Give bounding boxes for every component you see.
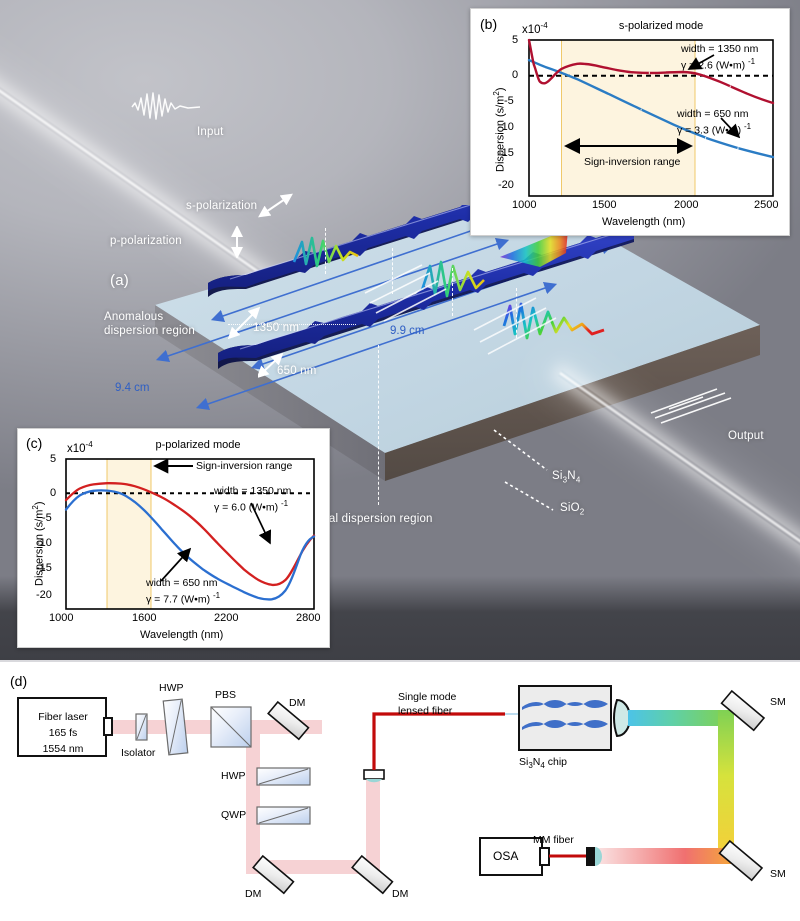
pulse-green-icon [292,236,359,268]
qwp-label: QWP [221,809,247,821]
panel-d-setup: (d) [0,662,800,921]
sm1-label: SM [770,696,786,708]
supercontinuum-spectrum-icon [500,229,568,267]
panel-d-optical-layout [17,685,766,895]
scatter-glow-1 [364,264,447,322]
length-9-9-cm-label: 9.9 cm [390,325,425,337]
panel-c-ytick-m20: -20 [36,589,52,601]
panel-c-xtick-1600: 1600 [132,612,157,624]
panel-b-xtick-2500: 2500 [754,199,779,211]
panel-b-xtick-2000: 2000 [674,199,699,211]
panel-c-y-exponent: x10-4 [67,440,93,455]
panel-c-xtick-2200: 2200 [214,612,239,624]
length-9-4-cm-label: 9.4 cm [115,382,150,394]
anomalous-dispersion-label: Anomalous dispersion region [104,310,195,339]
dashed-guide-3 [452,268,453,316]
panel-divider [0,660,800,662]
si3n4-chip-label: Si3N4 chip [519,756,568,771]
panel-b-xtick-1500: 1500 [592,199,617,211]
width-1350-label: 1350 nm [253,322,300,334]
panel-a-label: (a) [110,272,129,289]
isolator-label: Isolator [121,747,156,759]
panel-b-plot [527,38,775,197]
anomalous-dispersion-leader [228,324,356,325]
panel-b-label: (b) [480,16,498,32]
normal-dispersion-label: Normal dispersion region [300,513,433,525]
chip-substrate [155,205,760,481]
panel-b-ytick-m5: -5 [504,95,514,107]
hwp1-label: HWP [159,682,184,694]
panel-c-sign-inversion-annotation: Sign-inversion range [196,460,293,472]
panel-c-xlabel: Wavelength (nm) [140,629,224,641]
panel-b-ytick-0: 0 [512,69,519,81]
dm2-label: DM [245,888,262,900]
hwp2-label: HWP [221,770,246,782]
panel-b-y-exponent: x10-4 [522,21,548,36]
panel-c-ylabel: Dispersion (s/m2) [31,501,46,586]
panel-c-ytick-5: 5 [50,453,57,465]
si3n4-leader-icon [493,429,548,471]
dashed-normal-region-line [378,345,379,505]
input-label: Input [197,126,224,138]
anomalous-line-1: Anomalous [104,311,164,323]
panel-c-ytick-m5: -5 [42,512,52,524]
dm1-label: DM [289,697,306,709]
dashed-guide-4 [516,288,517,338]
scatter-glow-2 [473,297,557,355]
single-mode-lensed-fiber-label: Single mode lensed fiber [398,691,457,718]
dashed-guide-1 [325,228,326,274]
panel-b-ylabel: Dispersion (s/m2) [492,87,507,172]
width-650-label: 650 nm [277,365,317,377]
panel-c-xtick-1000: 1000 [49,612,74,624]
panel-c-chart: (c) x10-4 p-polarized mode [17,428,330,648]
fiber-laser-label: Fiber laser 165 fs 1554 nm [38,711,88,755]
sio2-label: SiO2 [560,502,585,517]
panel-b-ytick-5: 5 [512,34,519,46]
sm2-label: SM [770,868,786,880]
panel-b-annot-650: width = 650 nm γ = 3.3 (W•m) -1 [677,108,752,137]
panel-b-sign-inversion-annotation: Sign-inversion range [584,156,681,168]
panel-c-label: (c) [26,435,43,451]
panel-b-xtick-1000: 1000 [512,199,537,211]
output-pulse-icon [650,388,732,424]
anomalous-line-2: dispersion region [104,325,195,338]
panel-c-xtick-2800: 2800 [296,612,321,624]
panel-b-xlabel: Wavelength (nm) [602,216,686,228]
panel-d-label: (d) [10,673,28,689]
width-650-arrow-icon [258,352,284,378]
panel-b-ytick-m20: -20 [498,179,514,191]
pbs-label: PBS [215,689,237,701]
dashed-guide-2 [392,248,393,294]
width-1350-arrow-icon [228,306,261,339]
panel-b-chart: (b) x10-4 s-polarized mode [470,8,790,236]
panel-b-ytick-m10: -10 [498,121,514,133]
dm3-label: DM [392,888,409,900]
pulse-broadened-icon [420,260,485,298]
panel-c-title: p-polarized mode [155,439,241,451]
panel-c-annot-1350: width = 1350 nm γ = 6.0 (W•m) -1 [214,485,292,514]
panel-b-title: s-polarized mode [618,20,704,32]
panel-b-annot-1350: width = 1350 nm γ = 2.6 (W•m) -1 [681,43,759,72]
panel-b-ytick-m15: -15 [498,147,514,159]
panel-c-ytick-0: 0 [50,487,57,499]
mm-fiber-label: MM fiber [533,834,574,846]
si3n4-label: Si3N4 [552,470,581,485]
panel-c-ytick-m15: -15 [36,562,52,574]
input-pulse-icon [131,92,201,120]
panel-c-plot [64,458,316,610]
osa-label: OSA [493,849,519,863]
output-label: Output [728,430,764,442]
panel-c-annot-650: width = 650 nm γ = 7.7 (W•m) -1 [146,577,221,606]
panel-c-ytick-m10: -10 [36,537,52,549]
